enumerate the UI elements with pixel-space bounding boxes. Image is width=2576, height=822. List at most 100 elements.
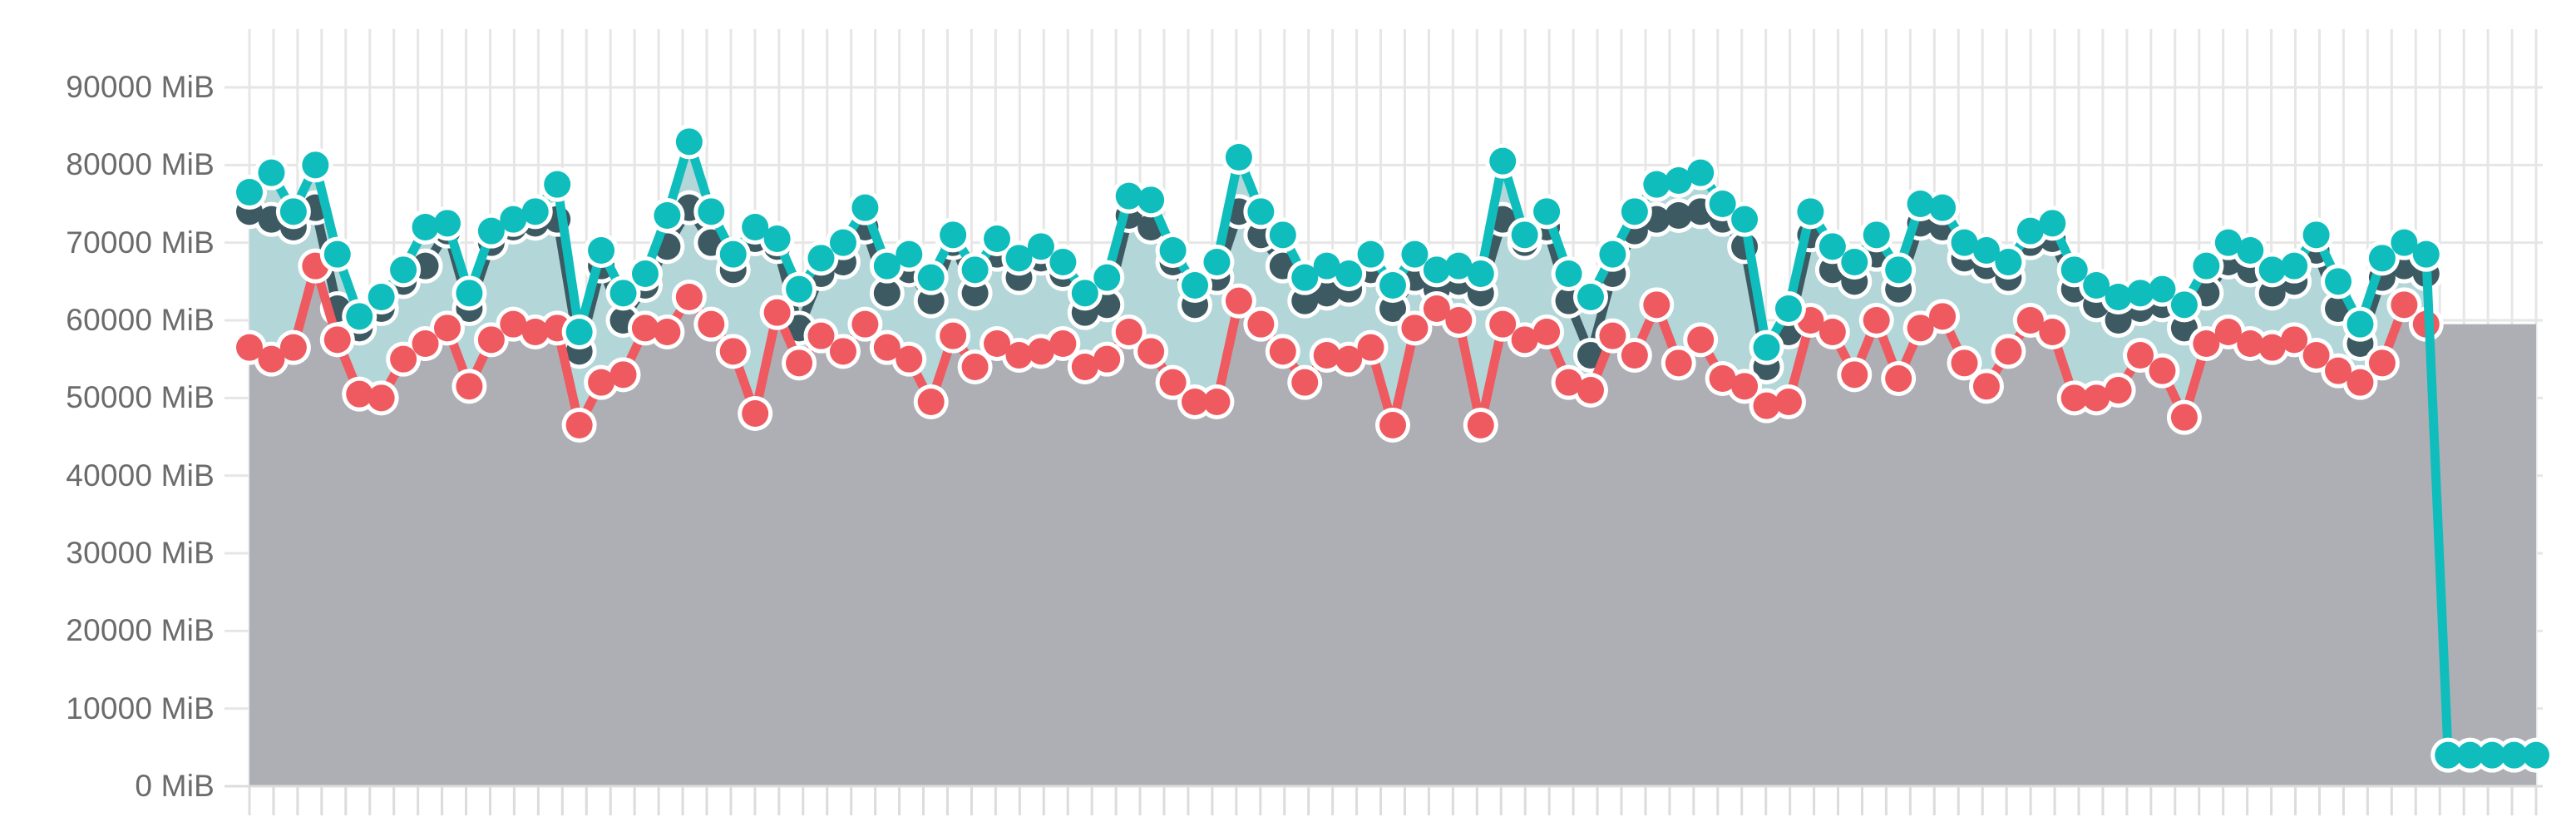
slate-data-point[interactable]	[1665, 202, 1692, 229]
red-data-point[interactable]	[1929, 303, 1957, 330]
red-data-point[interactable]	[1555, 369, 1582, 396]
red-data-point[interactable]	[786, 349, 813, 377]
teal-data-point[interactable]	[1577, 284, 1604, 310]
teal-data-point[interactable]	[1247, 198, 1275, 225]
red-data-point[interactable]	[1401, 314, 1429, 342]
teal-data-point[interactable]	[2149, 275, 2176, 303]
red-data-point[interactable]	[368, 384, 395, 412]
teal-data-point[interactable]	[1182, 272, 1209, 299]
teal-data-point[interactable]	[2391, 229, 2418, 256]
teal-data-point[interactable]	[1379, 272, 1406, 299]
teal-data-point[interactable]	[2325, 268, 2352, 295]
red-data-point[interactable]	[873, 334, 901, 361]
teal-data-point[interactable]	[1687, 159, 1715, 186]
red-data-point[interactable]	[654, 319, 681, 345]
red-data-point[interactable]	[1445, 307, 1473, 334]
red-data-point[interactable]	[258, 345, 285, 373]
teal-data-point[interactable]	[1467, 260, 1494, 287]
red-data-point[interactable]	[917, 389, 945, 415]
red-data-point[interactable]	[2391, 291, 2418, 319]
red-data-point[interactable]	[236, 334, 263, 361]
teal-data-point[interactable]	[829, 229, 856, 256]
red-data-point[interactable]	[2214, 319, 2242, 345]
slate-data-point[interactable]	[873, 280, 901, 307]
teal-data-point[interactable]	[1203, 249, 1231, 275]
teal-data-point[interactable]	[2060, 256, 2088, 284]
red-data-point[interactable]	[609, 361, 637, 389]
red-data-point[interactable]	[2258, 334, 2286, 361]
red-data-point[interactable]	[588, 369, 615, 396]
teal-data-point[interactable]	[433, 210, 461, 237]
slate-data-point[interactable]	[2105, 307, 2132, 334]
teal-data-point[interactable]	[1621, 198, 1648, 225]
red-data-point[interactable]	[1995, 338, 2022, 365]
teal-data-point[interactable]	[719, 240, 747, 268]
red-data-point[interactable]	[1269, 338, 1296, 365]
teal-data-point[interactable]	[456, 280, 483, 307]
teal-data-point[interactable]	[1818, 233, 1846, 260]
teal-data-point[interactable]	[2237, 237, 2264, 264]
teal-data-point[interactable]	[1863, 221, 1890, 249]
teal-data-point[interactable]	[1401, 240, 1429, 268]
teal-data-point[interactable]	[1423, 256, 1450, 284]
slate-data-point[interactable]	[917, 287, 945, 314]
red-data-point[interactable]	[1291, 369, 1319, 396]
slate-data-point[interactable]	[2170, 314, 2198, 342]
red-data-point[interactable]	[2039, 319, 2066, 345]
red-data-point[interactable]	[390, 345, 417, 373]
red-data-point[interactable]	[631, 314, 659, 342]
red-data-point[interactable]	[1005, 342, 1033, 369]
red-data-point[interactable]	[1643, 291, 1670, 319]
teal-data-point[interactable]	[917, 264, 945, 291]
teal-data-point[interactable]	[961, 256, 989, 284]
teal-data-point[interactable]	[1291, 264, 1319, 291]
red-data-point[interactable]	[1599, 322, 1626, 349]
teal-data-point[interactable]	[2456, 741, 2484, 769]
red-data-point[interactable]	[2127, 342, 2154, 369]
teal-data-point[interactable]	[521, 198, 549, 225]
red-data-point[interactable]	[1774, 389, 1802, 415]
teal-data-point[interactable]	[1951, 229, 1978, 256]
red-data-point[interactable]	[1335, 345, 1363, 373]
teal-data-point[interactable]	[1797, 198, 1824, 225]
red-data-point[interactable]	[1049, 330, 1077, 357]
red-data-point[interactable]	[1093, 345, 1121, 373]
red-data-point[interactable]	[477, 326, 505, 354]
teal-data-point[interactable]	[2500, 741, 2528, 769]
teal-data-point[interactable]	[742, 214, 769, 240]
teal-data-point[interactable]	[698, 198, 725, 225]
teal-data-point[interactable]	[346, 303, 373, 330]
red-data-point[interactable]	[2325, 357, 2352, 384]
teal-data-point[interactable]	[631, 260, 659, 287]
teal-data-point[interactable]	[544, 171, 571, 198]
teal-data-point[interactable]	[279, 198, 307, 225]
red-data-point[interactable]	[763, 299, 791, 326]
teal-data-point[interactable]	[2435, 741, 2462, 769]
teal-data-point[interactable]	[2039, 210, 2066, 237]
red-data-point[interactable]	[2083, 384, 2110, 412]
red-data-point[interactable]	[1027, 338, 1054, 365]
teal-data-point[interactable]	[500, 206, 527, 233]
teal-data-point[interactable]	[786, 275, 813, 303]
slate-data-point[interactable]	[961, 280, 989, 307]
red-data-point[interactable]	[500, 310, 527, 338]
red-data-point[interactable]	[940, 322, 967, 349]
red-data-point[interactable]	[346, 380, 373, 408]
red-data-point[interactable]	[1203, 389, 1231, 415]
teal-data-point[interactable]	[1907, 191, 1934, 217]
teal-data-point[interactable]	[2258, 256, 2286, 284]
teal-data-point[interactable]	[1599, 240, 1626, 268]
red-data-point[interactable]	[1379, 412, 1406, 438]
teal-data-point[interactable]	[258, 159, 285, 186]
teal-data-point[interactable]	[1313, 252, 1340, 280]
teal-data-point[interactable]	[1159, 237, 1187, 264]
red-data-point[interactable]	[851, 310, 879, 338]
teal-data-point[interactable]	[2412, 240, 2440, 268]
slate-data-point[interactable]	[1379, 295, 1406, 322]
teal-data-point[interactable]	[1533, 198, 1561, 225]
teal-data-point[interactable]	[1753, 334, 1780, 361]
red-data-point[interactable]	[1182, 389, 1209, 415]
teal-data-point[interactable]	[873, 252, 901, 280]
red-data-point[interactable]	[896, 345, 923, 373]
red-data-point[interactable]	[1687, 326, 1715, 354]
